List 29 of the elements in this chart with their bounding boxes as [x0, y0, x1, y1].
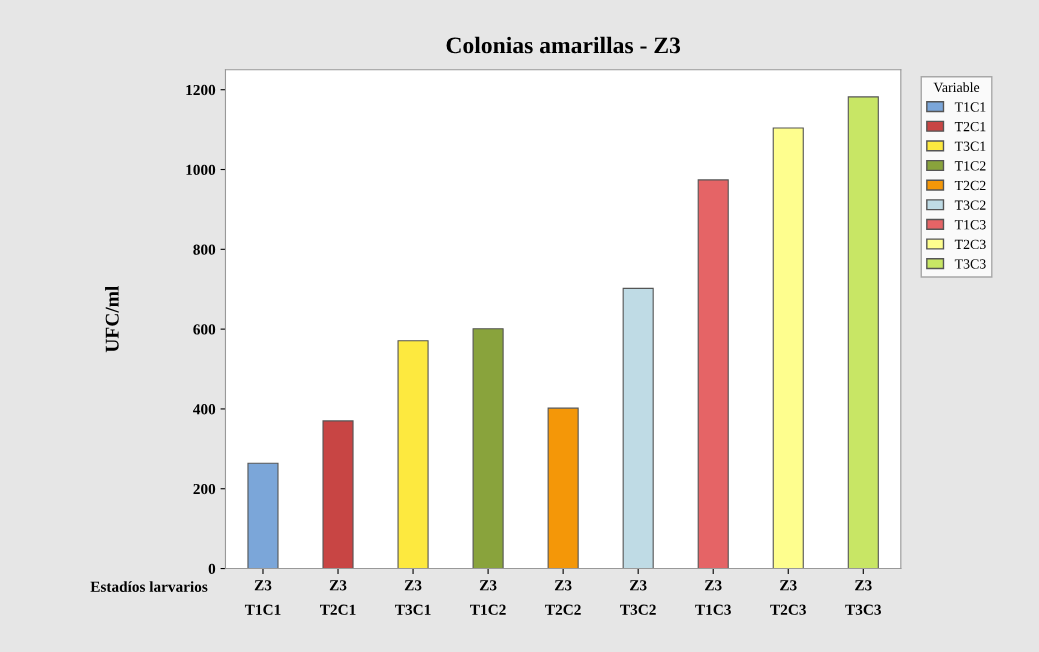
x-tick-label: Z3 T1C1	[244, 580, 281, 615]
legend-label: T3C1	[954, 141, 986, 151]
legend-label: T1C3	[954, 220, 986, 230]
x-tick-label: Z3 T3C3	[845, 580, 882, 615]
legend-label: T2C2	[954, 180, 986, 191]
y-tick-label: 0	[208, 563, 216, 574]
x-tick-label: Z3 T2C2	[545, 580, 581, 615]
y-tick-label: 800	[193, 244, 216, 255]
x-axis-title: Estadíos larvarios	[90, 581, 208, 592]
x-tick-label: Z3 T1C3	[695, 580, 731, 615]
legend-label: T3C3	[954, 259, 986, 269]
x-tick-label: Z3 T3C1	[395, 580, 431, 615]
y-tick-label: 1000	[186, 164, 216, 175]
y-axis-title: UFC/ml	[105, 286, 119, 353]
y-tick-label: 400	[193, 404, 216, 415]
y-tick-label: 200	[193, 483, 216, 495]
legend-label: T1C1	[954, 102, 986, 112]
y-tick-label: 1200	[186, 84, 216, 96]
x-tick-label: Z3 T3C2	[620, 580, 656, 615]
x-tick-label: Z3 T2C1	[320, 580, 356, 615]
legend-label: T1C2	[954, 161, 986, 171]
y-tick-label: 600	[193, 324, 216, 335]
x-tick-label: Z3 T1C2	[470, 580, 506, 615]
legend-title: Variable	[933, 82, 980, 93]
legend-label: T2C1	[954, 121, 986, 132]
legend-label: T2C3	[954, 239, 986, 250]
legend-label: T3C2	[954, 200, 986, 210]
chart-title: Colonias amarillas - Z3	[446, 36, 681, 54]
x-tick-label: Z3 T2C3	[770, 580, 806, 615]
